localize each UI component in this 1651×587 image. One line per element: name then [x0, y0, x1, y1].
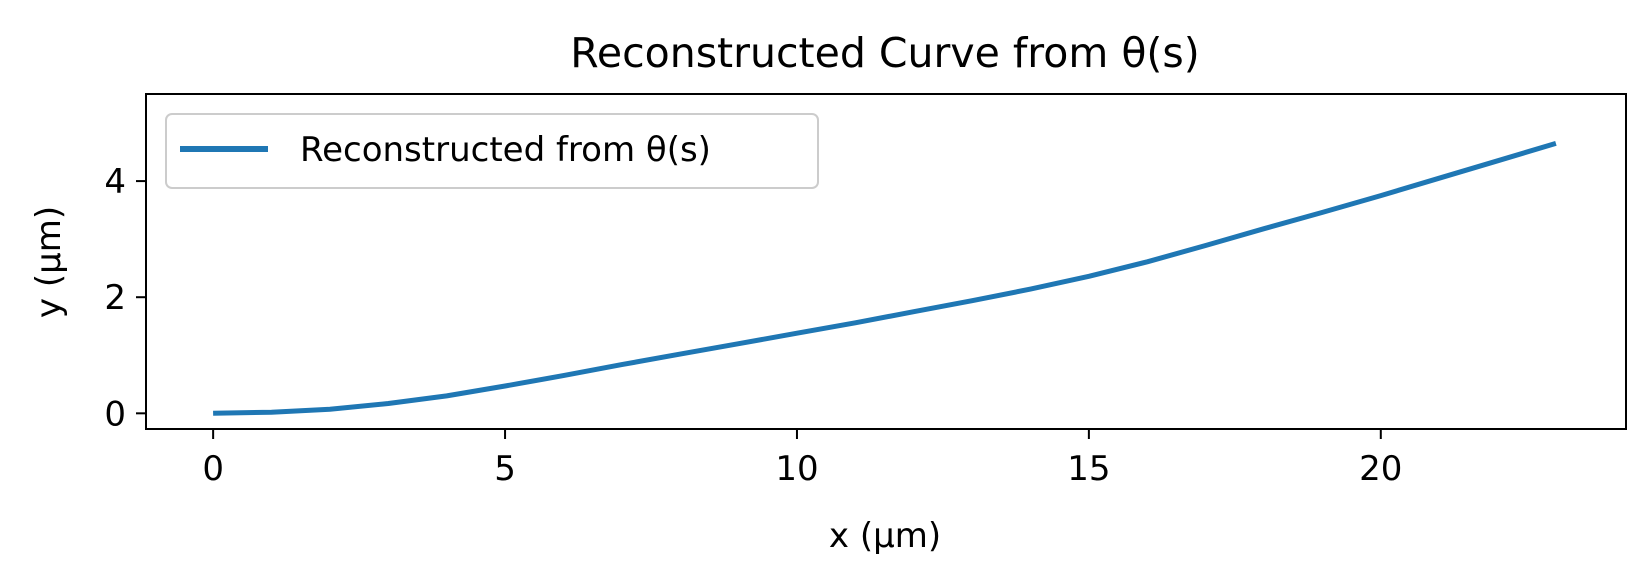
- plot-area: [213, 141, 1557, 416]
- x-tick-label: 0: [202, 449, 224, 489]
- y-tick-label: 4: [104, 162, 126, 202]
- legend-label: Reconstructed from θ(s): [300, 130, 711, 170]
- x-axis-ticks: 0 5 10 15 20: [202, 429, 1402, 489]
- y-tick-label: 0: [104, 394, 126, 434]
- y-axis-ticks: 0 2 4: [104, 162, 146, 434]
- y-tick-label: 2: [104, 278, 126, 318]
- x-tick-label: 10: [775, 449, 818, 489]
- axes-frame: [145, 93, 1627, 430]
- y-axis-label: y (µm): [29, 206, 69, 318]
- x-axis-label: x (µm): [829, 516, 941, 556]
- chart-title: Reconstructed Curve from θ(s): [570, 29, 1200, 77]
- x-tick-label: 5: [494, 449, 516, 489]
- legend-box: [165, 113, 819, 189]
- legend: Reconstructed from θ(s): [165, 113, 819, 189]
- x-tick-label: 20: [1359, 449, 1402, 489]
- series-line: [213, 141, 1557, 416]
- x-tick-label: 15: [1067, 449, 1110, 489]
